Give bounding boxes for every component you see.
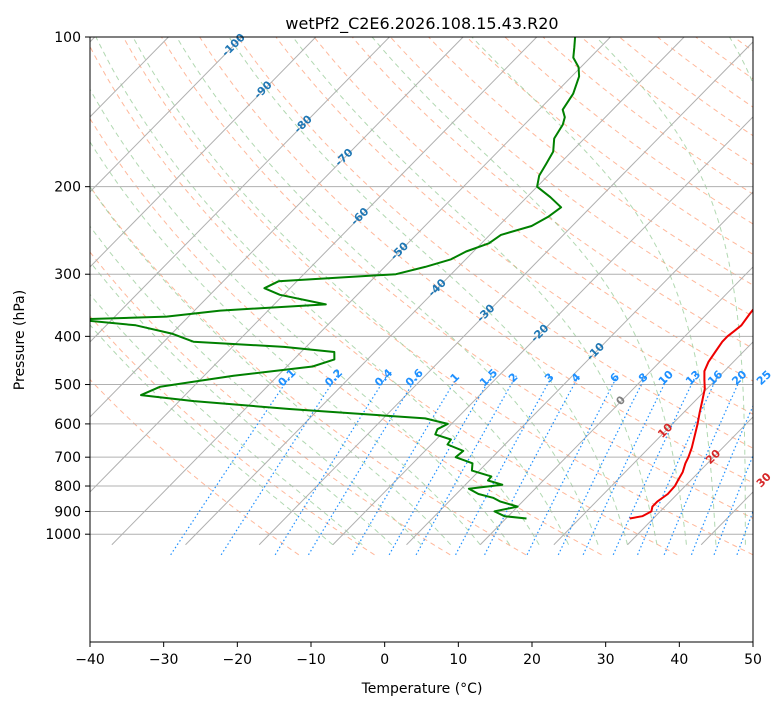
moist-adiabat: [90, 141, 481, 546]
x-tick-label: −20: [223, 652, 253, 668]
isotherm-line: [90, 37, 390, 343]
x-tick-label: 0: [380, 652, 389, 668]
background-lines: [90, 37, 753, 556]
mixing-ratio-line: [713, 454, 753, 555]
isotherm-line: [90, 37, 317, 268]
moist-adiabat: [176, 37, 599, 545]
x-tick-label: 50: [744, 652, 762, 668]
dry-adiabat: [90, 378, 300, 556]
dry-adiabat: [580, 37, 753, 166]
isotherm-line: [111, 37, 611, 546]
dewpoint-profile: [90, 37, 581, 520]
y-axis-title: Pressure (hPa): [12, 290, 28, 390]
y-tick-label: 600: [54, 417, 81, 433]
y-tick-label: 300: [54, 267, 81, 283]
moist-adiabat: [90, 185, 452, 546]
x-tick-label: 30: [597, 652, 615, 668]
isotherm-line: [553, 341, 753, 546]
y-tick-label: 700: [54, 450, 81, 466]
y-tick-label: 1000: [45, 527, 81, 543]
mixing-ratio-line: [557, 375, 647, 556]
mixing-ratio-line: [415, 375, 517, 556]
x-tick-label: −10: [296, 652, 326, 668]
dry-adiabat: [122, 37, 753, 556]
x-tick-label: 10: [449, 652, 467, 668]
mixing-ratio-line: [274, 375, 388, 556]
mixing-ratio-line: [484, 375, 580, 556]
moist-adiabat: [595, 37, 746, 545]
moist-adiabat: [132, 37, 570, 545]
y-tick-label: 800: [54, 479, 81, 495]
mixing-ratio-line: [351, 375, 459, 556]
y-tick-label: 400: [54, 329, 81, 345]
isotherm-line: [332, 116, 753, 546]
isotherm-line: [258, 41, 753, 546]
moist-adiabat: [371, 37, 687, 545]
dry-adiabat: [90, 117, 602, 556]
dry-adiabat: [542, 37, 753, 195]
mixing-ratio-line: [663, 375, 743, 556]
y-tick-label: 200: [54, 180, 81, 196]
isotherm-line: [479, 266, 753, 546]
plot-area: [90, 37, 753, 642]
x-tick-label: −40: [75, 652, 105, 668]
dry-adiabat: [199, 37, 753, 484]
dry-adiabat: [313, 37, 753, 382]
dry-adiabat: [237, 37, 753, 449]
isotherm-line: [406, 191, 753, 546]
x-tick-label: 20: [523, 652, 541, 668]
moist-adiabat: [292, 37, 658, 545]
moist-adiabat: [95, 37, 540, 545]
x-tick-label: 40: [670, 652, 688, 668]
dry-adiabat: [465, 37, 753, 255]
x-tick-label: −30: [149, 652, 179, 668]
mixing-ratio-line: [388, 375, 493, 556]
mixing-ratio-line: [170, 375, 291, 556]
profile-lines: [90, 37, 753, 520]
mixing-ratio-line: [307, 375, 419, 556]
mixing-ratio-line: [526, 375, 619, 556]
dry-adiabat: [427, 37, 753, 286]
moist-adiabat: [228, 37, 628, 545]
y-tick-label: 100: [54, 30, 81, 46]
y-tick-label: 500: [54, 378, 81, 394]
dry-adiabat: [275, 37, 753, 415]
mixing-ratio-line: [220, 375, 338, 556]
x-axis: −40 −30 −20 −10 0 10 20 30 40 50: [75, 642, 762, 668]
moist-adiabat: [90, 324, 334, 546]
y-tick-label: 900: [54, 504, 81, 520]
moist-adiabat: [471, 37, 717, 545]
isotherm-line: [90, 37, 243, 193]
mixing-ratio-line: [690, 404, 753, 555]
isotherm-line: [90, 37, 464, 418]
dry-adiabat: [389, 37, 753, 318]
isotherm-line: [185, 37, 685, 546]
temperature-profile: [629, 308, 753, 520]
dry-adiabat: [160, 37, 753, 519]
chart-title: wetPf2_C2E6.2026.108.15.43.R20: [285, 14, 558, 34]
dry-adiabat: [90, 185, 527, 556]
isotherm-line: [627, 416, 753, 546]
plot-frame: [89, 36, 754, 643]
mixing-ratio-line: [455, 375, 553, 556]
moist-adiabat: [90, 88, 511, 545]
moist-adiabat: [90, 293, 363, 546]
isotherm-line: [90, 37, 538, 493]
y-axis: 100 200 300 400 500 600 700 800 900 1000: [45, 30, 90, 543]
dry-adiabat: [90, 45, 678, 556]
x-axis-title: Temperature (°C): [361, 681, 483, 697]
